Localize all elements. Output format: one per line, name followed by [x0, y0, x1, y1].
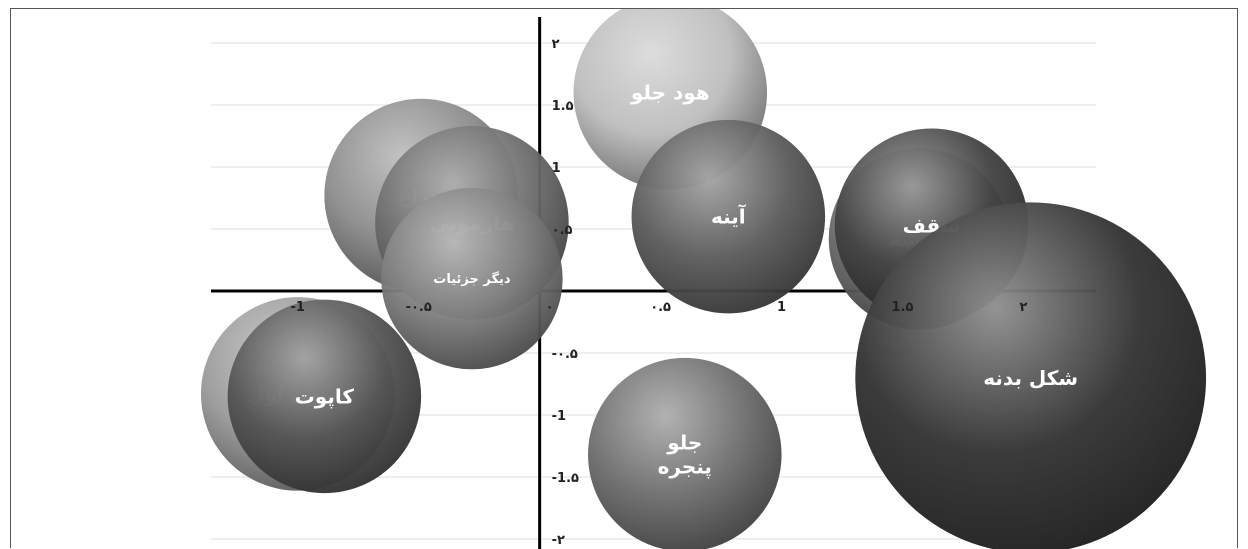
chart-frame: هود جلوچراغهارمونیدیگر جزئیاتآینهشیشهسقف… [10, 8, 1238, 549]
x-tick-label: ۲ [1019, 300, 1027, 315]
bubble-chart: هود جلوچراغهارمونیدیگر جزئیاتآینهشیشهسقف… [200, 9, 1207, 549]
y-tick-label: -1 [552, 409, 566, 424]
bubble-circle [631, 119, 826, 314]
x-tick-label: -1 [291, 300, 305, 315]
bubble-circle [227, 299, 422, 494]
bubble: کاپوت [227, 299, 422, 494]
bubble: آینه [631, 119, 826, 314]
bubble-circle [855, 202, 1207, 549]
bubble-label: هود جلو [630, 81, 710, 105]
y-tick-label: 1 [552, 161, 561, 176]
bubble-label: شکل بدنه [983, 366, 1078, 390]
bubbles: هود جلوچراغهارمونیدیگر جزئیاتآینهشیشهسقف… [200, 9, 1207, 549]
y-tick-label: -1.۵ [552, 471, 579, 486]
bubble-label: پنجره [658, 455, 712, 480]
x-tick-label: 1 [777, 300, 786, 315]
bubble: شکل بدنه [855, 202, 1207, 549]
bubble-circle [588, 357, 782, 549]
x-tick-label: ۰.۵ [650, 300, 671, 315]
bubble: دیگر جزئیات [381, 187, 563, 370]
y-tick-label: ۲ [552, 37, 560, 52]
x-tick-label: -۰.۵ [406, 300, 432, 315]
y-tick-label: -۰.۵ [552, 347, 578, 362]
y-tick-label: 1.۵ [552, 99, 574, 114]
x-tick-label: 1.۵ [892, 300, 914, 315]
bubble-label: دیگر جزئیات [433, 271, 511, 287]
bubble-label: جلو [666, 431, 702, 455]
bubble-label: کاپوت [295, 384, 355, 409]
y-tick-label: ۰.۵ [552, 223, 573, 238]
bubble-circle [381, 187, 563, 370]
bubble-label: آینه [711, 204, 747, 229]
x-tick-label: ۰ [546, 300, 554, 315]
